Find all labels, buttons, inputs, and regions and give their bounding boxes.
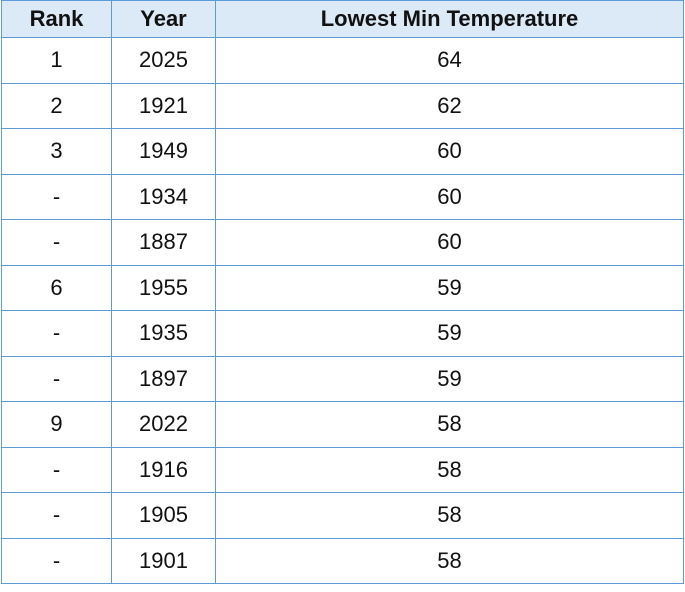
table-cell: 59 (215, 355, 684, 402)
table-cell: 1934 (111, 173, 216, 220)
table-cell: 1935 (111, 310, 216, 357)
table-cell: 59 (215, 264, 684, 311)
table-cell: 58 (215, 401, 684, 448)
table-row: 2 1921 62 (1, 82, 684, 129)
table-cell: - (1, 173, 112, 220)
table-cell: - (1, 446, 112, 493)
table-cell: 58 (215, 446, 684, 493)
table-row: -1897 59 (1, 355, 684, 402)
table-cell: 1921 (111, 82, 216, 129)
table-cell: 6 (1, 264, 112, 311)
table-cell: 1955 (111, 264, 216, 311)
table-cell: 1887 (111, 219, 216, 266)
table-cell: 60 (215, 219, 684, 266)
table-cell: 58 (215, 537, 684, 584)
table-row: -1935 59 (1, 310, 684, 357)
table-cell: - (1, 219, 112, 266)
header-cell: Year (111, 0, 216, 38)
header-cell: Rank (1, 0, 112, 38)
table-row: 6 1955 59 (1, 264, 684, 311)
table-cell: 1 (1, 37, 112, 84)
table-cell: 2022 (111, 401, 216, 448)
table-cell: - (1, 492, 112, 539)
table-cell: 9 (1, 401, 112, 448)
table-row: -1916 58 (1, 446, 684, 493)
table-cell: 62 (215, 82, 684, 129)
header-row: Rank Year Lowest Min Temperature (1, 0, 684, 38)
table-cell: 60 (215, 128, 684, 175)
header-cell: Lowest Min Temperature (215, 0, 684, 38)
table-cell: 1897 (111, 355, 216, 402)
table-row: 9 2022 58 (1, 401, 684, 448)
table-cell: 3 (1, 128, 112, 175)
table-row: -1901 58 (1, 537, 684, 584)
table-cell: 1949 (111, 128, 216, 175)
table-cell: 58 (215, 492, 684, 539)
table-cell: 1916 (111, 446, 216, 493)
table-cell: 64 (215, 37, 684, 84)
table-row: 1 2025 64 (1, 37, 684, 84)
table-row: -1905 58 (1, 492, 684, 539)
table-cell: 59 (215, 310, 684, 357)
table-cell: 2025 (111, 37, 216, 84)
table-row: -1887 60 (1, 219, 684, 266)
table-cell: 1901 (111, 537, 216, 584)
table-cell: - (1, 310, 112, 357)
table-cell: - (1, 355, 112, 402)
table-cell: - (1, 537, 112, 584)
table-body: 1 2025 64 2 1921 62 3 1949 60-1934 60-1887 60 6 1955… (1, 37, 684, 584)
table-row: -1934 60 (1, 173, 684, 220)
table-cell: 60 (215, 173, 684, 220)
table-row: 3 1949 60 (1, 128, 684, 175)
table-cell: 2 (1, 82, 112, 129)
table-cell: 1905 (111, 492, 216, 539)
